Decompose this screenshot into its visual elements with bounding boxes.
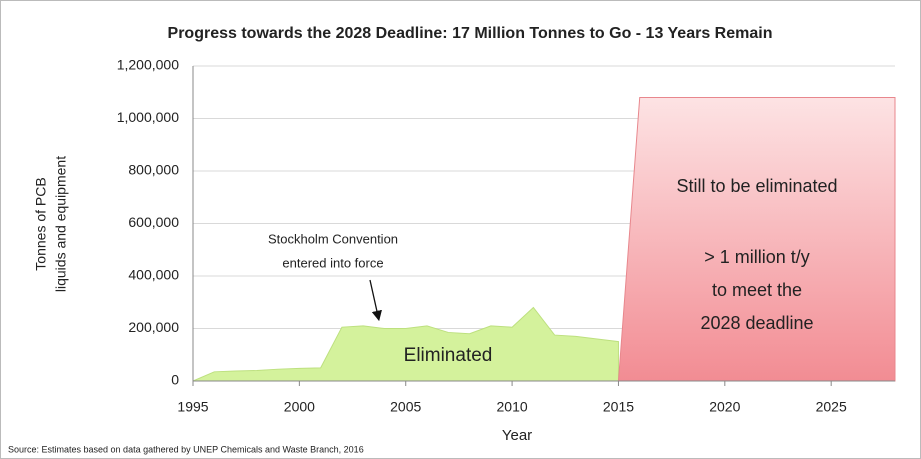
area [192,306,619,382]
y-tick-label: 0 [171,372,179,388]
x-tick-label: 2005 [390,399,421,415]
y-tick-label: 400,000 [128,267,179,283]
y-axis-label: Tonnes of PCB [33,177,49,270]
series-label: Still to be eliminated [676,176,837,196]
x-tick-label: 2025 [816,399,847,415]
x-tick-label: 2000 [284,399,315,415]
annotation: 2028 deadline [700,313,813,333]
annotation-arrow [369,279,382,322]
annotation: > 1 million t/y [704,247,810,267]
y-axis-label: liquids and equipment [53,156,69,292]
y-tick-label: 800,000 [128,162,179,178]
annotation: entered into force [282,255,383,270]
annotation: Stockholm Convention [268,231,398,246]
y-tick-label: 1,200,000 [117,57,179,73]
source-note: Source: Estimates based on data gathered… [8,444,364,454]
x-tick-label: 2010 [497,399,528,415]
series-label: Eliminated [404,345,493,366]
y-tick-label: 600,000 [128,214,179,230]
x-tick-label: 2020 [709,399,740,415]
y-tick-label: 200,000 [128,319,179,335]
x-tick-label: 2015 [603,399,634,415]
y-tick-label: 1,000,000 [117,109,179,125]
annotation: to meet the [712,280,802,300]
area [617,97,896,382]
x-tick-label: 1995 [177,399,208,415]
chart-title: Progress towards the 2028 Deadline: 17 M… [168,25,773,42]
x-axis-label: Year [502,427,532,444]
